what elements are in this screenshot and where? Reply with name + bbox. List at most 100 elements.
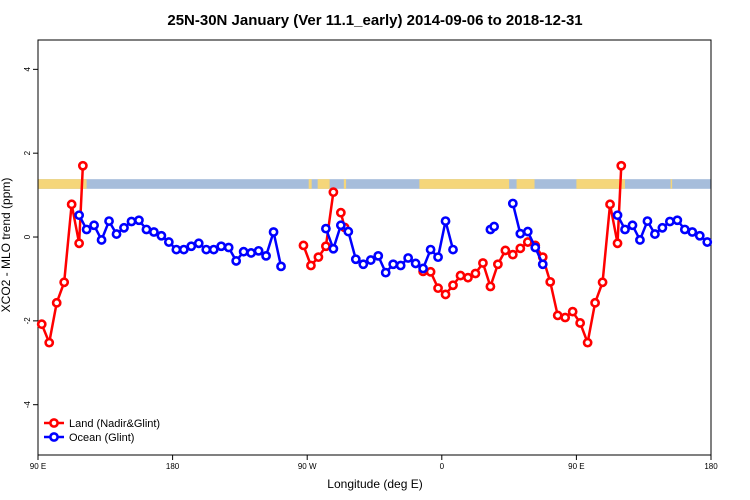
data-point [119, 222, 129, 233]
data-point [694, 230, 705, 241]
data-point [298, 240, 309, 251]
data-point [560, 312, 571, 323]
series-layer [36, 160, 713, 348]
data-point [328, 243, 339, 254]
data-point [418, 263, 429, 274]
data-point [149, 227, 159, 237]
data-point [373, 250, 384, 261]
data-point [253, 245, 264, 256]
data-point [335, 207, 346, 218]
data-point [590, 297, 600, 308]
data-point [433, 252, 443, 263]
data-point [612, 210, 623, 221]
band-land [317, 179, 330, 189]
band-land [419, 179, 510, 189]
data-point [81, 224, 92, 235]
data-point [507, 249, 518, 260]
data-point [455, 270, 466, 281]
data-point [500, 245, 511, 256]
data-point [320, 223, 331, 234]
y-tick-label: 2 [23, 150, 32, 155]
data-point [171, 244, 182, 255]
data-point [470, 268, 481, 279]
series-land [36, 160, 627, 348]
data-point [395, 260, 406, 271]
data-point [313, 252, 324, 263]
data-point [36, 319, 47, 330]
data-point [635, 235, 645, 245]
data-point [156, 230, 167, 241]
band-land [308, 179, 312, 189]
data-point [51, 297, 62, 308]
data-point [74, 238, 85, 249]
legend-marker [49, 432, 59, 442]
data-point [507, 198, 518, 209]
data-point [320, 241, 331, 252]
x-tick-label: 180 [704, 462, 718, 471]
series-line [40, 165, 85, 344]
data-point [489, 221, 500, 232]
data-point [597, 277, 608, 288]
data-point [216, 241, 227, 252]
data-point [616, 160, 627, 171]
band-ocean [38, 179, 711, 189]
data-point [201, 244, 212, 255]
data-point [163, 237, 174, 247]
data-point [66, 199, 77, 210]
data-point [276, 261, 286, 272]
data-point [545, 276, 556, 287]
legend: Land (Nadir&Glint) Ocean (Glint) [44, 418, 160, 444]
data-point [650, 229, 660, 239]
data-point [388, 259, 399, 270]
legend-label: Ocean (Glint) [69, 432, 134, 444]
data-point [567, 306, 578, 317]
data-point [208, 244, 219, 255]
data-point [440, 216, 451, 226]
axes: 90 E 180 90 W 0 90 E 180 -4 -2 0 2 4 [23, 39, 718, 471]
band-land [343, 179, 347, 189]
data-point [89, 220, 99, 231]
data-point [485, 281, 496, 292]
data-point [306, 260, 316, 271]
data-point [178, 244, 189, 255]
data-point [365, 255, 376, 265]
data-point [186, 241, 197, 252]
data-point [358, 259, 369, 270]
data-point [403, 253, 414, 263]
data-point [343, 226, 354, 237]
data-point [238, 246, 249, 257]
data-point [96, 235, 107, 245]
plot-frame [37, 39, 712, 456]
legend-label: Land (Nadir&Glint) [69, 418, 160, 430]
y-axis-label: XCO2 - MLO trend (ppm) [0, 178, 13, 313]
data-point [537, 259, 548, 270]
data-point [141, 224, 152, 235]
data-point [425, 244, 436, 255]
data-point [522, 226, 533, 237]
x-tick-label: 0 [440, 462, 445, 471]
data-point [612, 238, 623, 249]
data-point [350, 254, 361, 265]
data-point [425, 266, 436, 277]
data-point [515, 243, 526, 254]
data-point [440, 289, 451, 300]
data-point [231, 256, 242, 266]
coverage-band [38, 179, 711, 189]
data-point [268, 227, 279, 237]
band-land [576, 179, 626, 189]
data-point [261, 250, 271, 261]
x-tick-label: 90 E [30, 462, 46, 471]
data-point [642, 216, 653, 226]
data-point [575, 318, 586, 328]
data-point [620, 224, 630, 235]
data-point [126, 216, 137, 227]
data-point [246, 248, 257, 258]
band-land [670, 179, 673, 189]
band-land [516, 179, 535, 189]
data-point [702, 237, 713, 247]
data-point [44, 337, 55, 348]
data-point [657, 222, 668, 233]
data-point [687, 227, 698, 237]
x-axis-label: Longitude (deg E) [327, 477, 422, 491]
y-tick-label: 0 [23, 234, 32, 239]
